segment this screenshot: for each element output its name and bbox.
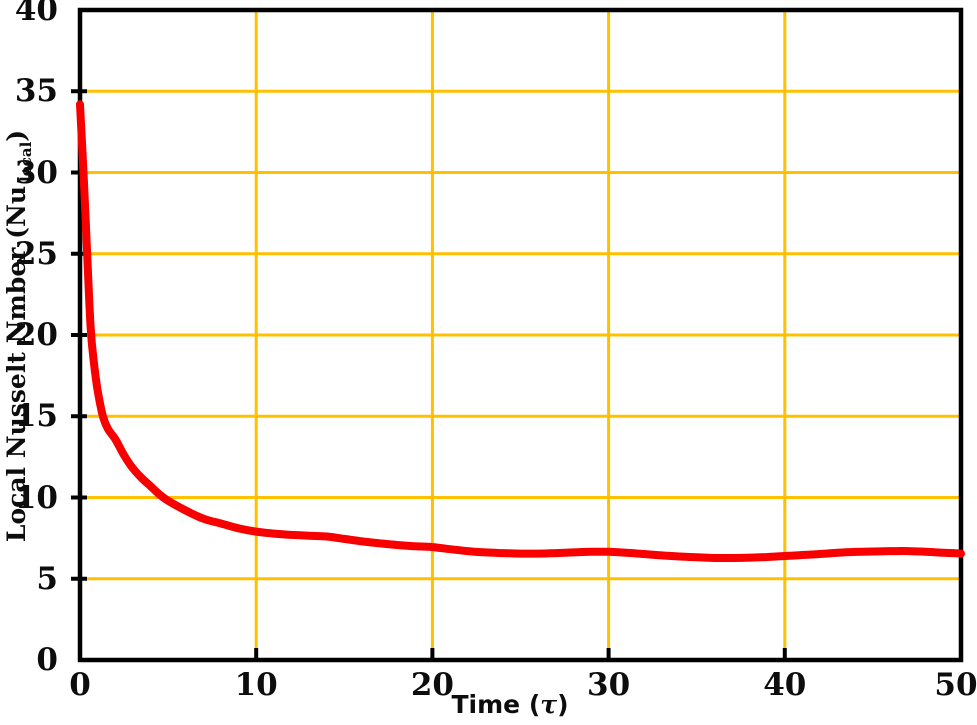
- x-axis-title-close-paren: ): [557, 690, 569, 719]
- y-tick-label: 35: [14, 73, 58, 110]
- x-tick-label: 20: [410, 667, 454, 703]
- x-axis-title: Time (τ): [310, 690, 710, 719]
- y-tick-label: 0: [36, 642, 58, 678]
- y-axis-title-subscript: local: [17, 141, 35, 182]
- x-tick-label: 10: [234, 667, 278, 703]
- y-tick-label: 30: [14, 154, 58, 191]
- x-axis-title-text: Time (: [451, 690, 541, 719]
- tau-symbol: τ: [540, 690, 558, 719]
- x-tick-label: 0: [69, 667, 91, 703]
- x-tick-label: 50: [934, 667, 977, 703]
- y-axis-title-close-paren: ): [2, 129, 31, 142]
- y-axis-title: Local Nusselt Nmber (Nu local): [2, 86, 40, 586]
- plot-border: [77, 7, 964, 663]
- nusselt-number-curve: [76, 100, 965, 563]
- y-tick-label: 5: [36, 560, 58, 597]
- y-tick-label: 15: [14, 398, 58, 435]
- x-tick-label: 30: [587, 667, 631, 703]
- x-tick-label: 40: [763, 667, 807, 703]
- y-tick-label: 40: [14, 0, 58, 28]
- y-tick-label: 25: [14, 235, 58, 272]
- y-tick-label: 20: [14, 317, 58, 353]
- y-axis-title-text: Local Nusselt Nmber (Nu: [2, 185, 31, 543]
- y-tick-label: 10: [14, 479, 58, 516]
